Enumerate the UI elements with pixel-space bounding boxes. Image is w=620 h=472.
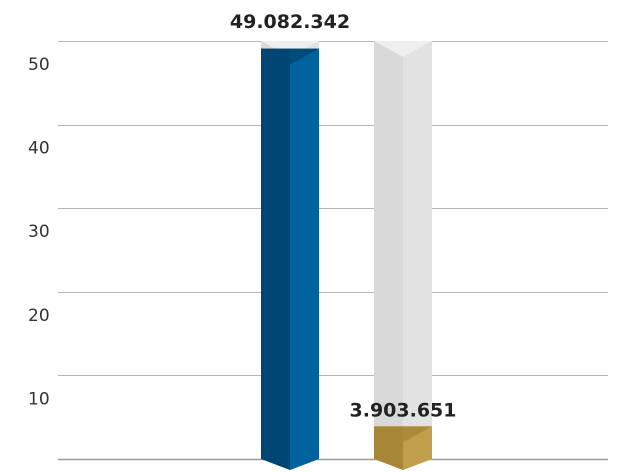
bar-left-face <box>261 48 290 470</box>
bar-background-left-face <box>374 41 403 470</box>
bar-top-cap <box>261 48 319 65</box>
y-tick-label: 20 <box>28 306 50 326</box>
y-tick-label: 10 <box>28 389 50 409</box>
y-tick-label: 50 <box>28 55 50 75</box>
data-labels: 49.082.342 3.903.651 <box>230 11 457 421</box>
bar-background-cap <box>374 41 432 57</box>
bars <box>261 41 432 470</box>
data-label: 49.082.342 <box>230 11 350 33</box>
grid-lines <box>58 41 608 461</box>
bar-right-face <box>290 48 319 470</box>
data-label: 3.903.651 <box>350 399 457 421</box>
y-axis-ticks: 10 20 30 40 50 <box>28 55 50 409</box>
bar-top-cap <box>374 426 432 443</box>
y-tick-label: 30 <box>28 222 50 242</box>
bar-background-right-face <box>403 41 432 470</box>
y-tick-label: 40 <box>28 139 50 159</box>
